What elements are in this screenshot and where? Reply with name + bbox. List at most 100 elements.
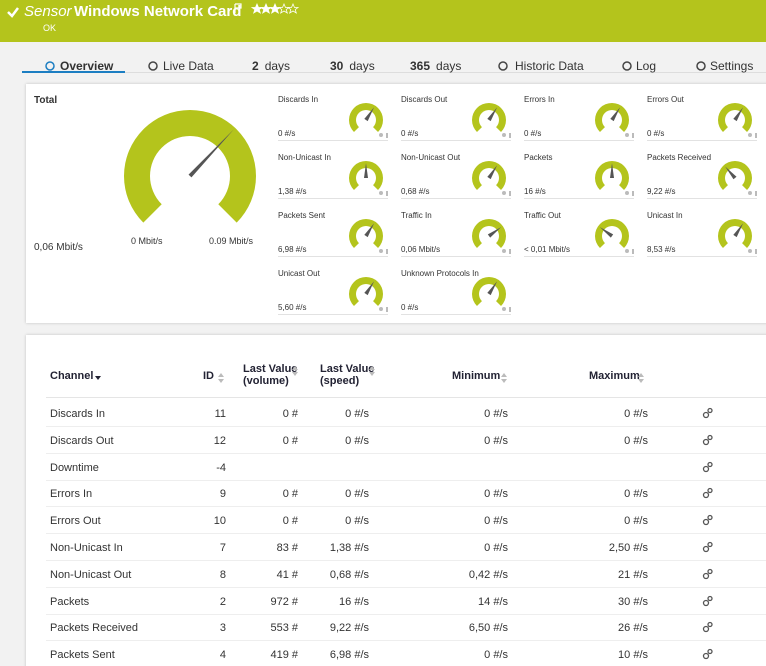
cell-rule — [524, 198, 634, 199]
tab[interactable]: 30 days — [330, 59, 375, 73]
tab[interactable]: 2 days — [252, 59, 290, 73]
sort-arrow — [218, 379, 224, 383]
tab[interactable]: Live Data — [163, 59, 214, 73]
download-icon — [509, 191, 511, 196]
settings-icon — [625, 191, 629, 195]
gauge-label: Unicast In — [647, 211, 683, 220]
cell: 16 #/s — [339, 595, 369, 608]
sort-arrow — [292, 366, 298, 370]
cell-rule — [647, 140, 757, 141]
cell: 9,22 #/s — [329, 622, 369, 635]
cell: 21 #/s — [618, 568, 648, 581]
row-rule — [46, 506, 766, 508]
tab-rule — [22, 72, 766, 73]
download-icon — [386, 307, 388, 312]
channel-settings-icon — [702, 622, 713, 633]
icon-shape — [702, 626, 710, 633]
sort-icon — [218, 373, 224, 383]
icon-shape — [702, 545, 710, 553]
mini-gauge — [472, 219, 511, 254]
download-icon — [755, 191, 757, 196]
tab-count: 365 — [410, 59, 431, 73]
channel-settings-icon — [702, 649, 713, 660]
cell: 0 #/s — [484, 649, 508, 662]
gauge-value: < 0,01 Mbit/s — [524, 245, 571, 254]
cell: 0 # — [282, 488, 298, 501]
cell: 0 # — [282, 515, 298, 528]
icon-shape — [622, 61, 632, 71]
gauge-needle — [733, 223, 744, 238]
gauge-needle — [364, 281, 375, 296]
mini-gauge — [349, 277, 388, 312]
cell: 0 #/s — [484, 488, 508, 501]
cell: 0 #/s — [345, 515, 369, 528]
total-gauge — [124, 110, 256, 223]
column-header[interactable]: Last Value — [320, 363, 375, 375]
settings-icon — [379, 307, 383, 311]
settings-icon — [748, 249, 752, 253]
sort-arrow — [218, 373, 224, 377]
cell: 3 — [219, 622, 226, 635]
gauge-needle — [364, 107, 375, 122]
cell: 11 — [214, 408, 226, 420]
tab-icon — [498, 61, 508, 71]
gauge-needle — [364, 223, 375, 238]
icon-shape — [707, 515, 713, 521]
cell: Discards Out — [50, 434, 114, 447]
cell: 0 #/s — [624, 515, 648, 528]
gauge-value: 1,38 #/s — [278, 187, 307, 196]
cell: 2 — [219, 595, 226, 608]
cell: 41 # — [276, 568, 298, 581]
cell: 419 # — [270, 649, 298, 662]
icon-shape — [702, 438, 710, 445]
gauge-value: 5,60 #/s — [278, 303, 307, 312]
gauge-value: 0 #/s — [524, 129, 542, 138]
mini-gauge — [349, 161, 388, 196]
flag-and-stars — [234, 3, 300, 14]
column-header[interactable]: Channel — [50, 370, 94, 382]
channel-settings-icon — [702, 541, 713, 553]
cell: 0 #/s — [624, 434, 648, 447]
gauge-arc — [595, 103, 629, 133]
gauge-needle — [725, 166, 737, 180]
gauge-needle — [487, 281, 498, 296]
download-icon — [509, 307, 511, 312]
column-header[interactable]: (volume) — [243, 375, 289, 387]
cell: Errors Out — [50, 515, 101, 528]
mini-gauge — [472, 103, 511, 138]
column-header[interactable]: Minimum — [452, 370, 501, 382]
sort-arrow — [369, 372, 375, 376]
mini-gauge — [349, 103, 388, 138]
column-header[interactable]: Maximum — [589, 370, 640, 382]
tab[interactable]: Historic Data — [515, 59, 584, 73]
gauge-needle — [487, 165, 498, 180]
tab[interactable]: 365 days — [410, 59, 461, 73]
tab[interactable]: Overview — [60, 59, 114, 73]
tab-count: 30 — [330, 59, 344, 73]
gauge-needle — [733, 107, 744, 122]
cell: 0 #/s — [484, 515, 508, 528]
column-header[interactable]: (speed) — [320, 375, 360, 387]
gauge-label: Unicast Out — [278, 269, 320, 278]
download-icon — [386, 133, 388, 138]
tab[interactable]: Log — [636, 59, 657, 73]
tab[interactable]: Settings — [710, 59, 754, 73]
row-rule — [46, 586, 766, 588]
column-header[interactable]: ID — [203, 370, 214, 382]
download-icon — [386, 191, 388, 196]
settings-icon — [379, 133, 383, 137]
channel-table: Channel ID Last Value (volume) Last Value (sp… — [26, 335, 766, 666]
cell-rule — [278, 198, 388, 199]
settings-icon — [502, 133, 506, 137]
gauge-arc — [349, 103, 383, 133]
cell: 4 — [219, 649, 226, 662]
cell-rule — [401, 256, 511, 257]
mini-gauge — [718, 103, 757, 138]
column-header[interactable]: Last Value — [243, 363, 298, 375]
icon-shape — [707, 622, 713, 628]
gauge-label: Packets — [524, 153, 553, 162]
cell: 0 #/s — [484, 542, 508, 554]
download-icon — [509, 249, 511, 254]
tab-unit: days — [264, 59, 291, 73]
